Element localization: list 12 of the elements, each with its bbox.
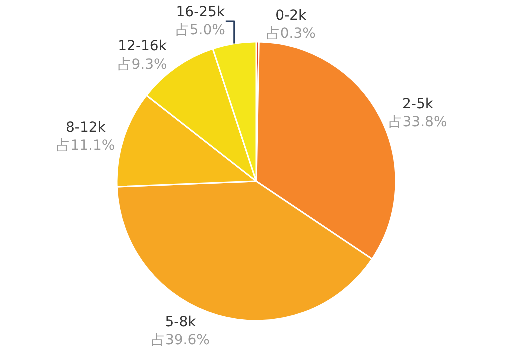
slice-label: 2-5k [402, 96, 434, 112]
slice-label: 8-12k [66, 120, 107, 136]
slice-label: 0-2k [276, 8, 308, 24]
slice-label: 12-16k [118, 38, 168, 55]
slice-label: 5-8k [165, 314, 198, 330]
data-label: 占5.0% [176, 22, 226, 39]
data-label: 占0.3% [266, 26, 316, 42]
data-label: 占33.8% [388, 114, 448, 130]
slice-label: 16-25k [176, 4, 226, 21]
data-label: 占11.1% [56, 138, 116, 154]
data-label: 占9.3% [118, 56, 168, 73]
data-label: 占39.6% [151, 332, 210, 349]
